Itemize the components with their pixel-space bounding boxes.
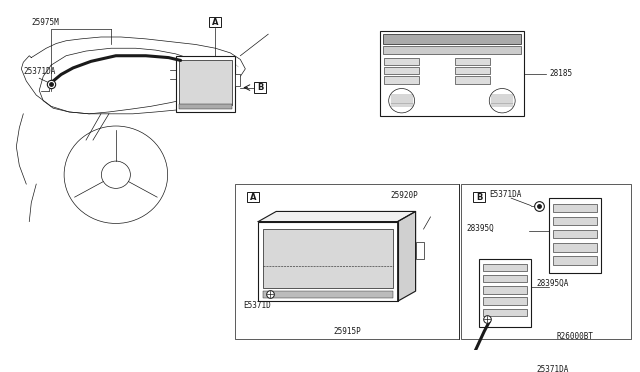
Bar bbox=[483, 298, 527, 305]
Bar bbox=[553, 204, 596, 212]
Text: 28185: 28185 bbox=[549, 69, 572, 78]
Bar bbox=[383, 34, 521, 44]
Text: B: B bbox=[257, 83, 264, 92]
Text: 25371DA: 25371DA bbox=[536, 365, 568, 372]
Bar bbox=[483, 286, 527, 294]
Bar bbox=[456, 67, 490, 74]
Bar bbox=[259, 222, 397, 301]
Bar bbox=[456, 58, 490, 65]
Bar bbox=[263, 291, 393, 298]
Bar bbox=[483, 309, 527, 316]
Text: A: A bbox=[250, 193, 257, 202]
Bar bbox=[415, 242, 424, 259]
Bar bbox=[553, 256, 596, 264]
Bar bbox=[175, 56, 236, 112]
Text: E5371D: E5371D bbox=[243, 301, 271, 310]
Text: E5371DA: E5371DA bbox=[489, 190, 522, 199]
Bar bbox=[236, 184, 460, 339]
Text: B: B bbox=[476, 193, 483, 202]
Bar bbox=[461, 184, 630, 339]
Bar bbox=[553, 243, 596, 251]
Bar bbox=[479, 259, 531, 327]
Bar bbox=[474, 192, 485, 202]
Text: R26000BT: R26000BT bbox=[557, 332, 594, 341]
Bar bbox=[263, 229, 393, 288]
Bar bbox=[483, 275, 527, 282]
Text: A: A bbox=[212, 17, 219, 26]
Bar bbox=[179, 105, 232, 109]
Bar bbox=[247, 192, 259, 202]
Bar bbox=[384, 76, 419, 84]
Polygon shape bbox=[259, 211, 415, 222]
Bar bbox=[383, 46, 521, 54]
Text: 25915P: 25915P bbox=[333, 327, 361, 336]
Bar bbox=[254, 83, 266, 93]
Text: 25920P: 25920P bbox=[391, 191, 419, 200]
Polygon shape bbox=[397, 211, 415, 301]
Bar bbox=[236, 74, 241, 86]
Bar bbox=[384, 67, 419, 74]
Text: 28395Q: 28395Q bbox=[467, 224, 494, 232]
Bar bbox=[456, 76, 490, 84]
Bar bbox=[553, 217, 596, 225]
Text: 28395QA: 28395QA bbox=[536, 279, 568, 288]
Text: 25371DA: 25371DA bbox=[23, 67, 56, 76]
Bar bbox=[549, 198, 601, 273]
Bar bbox=[553, 230, 596, 238]
Bar bbox=[209, 17, 221, 27]
Bar bbox=[380, 31, 524, 116]
Text: 25975M: 25975M bbox=[31, 17, 59, 26]
Bar bbox=[179, 60, 232, 105]
Bar bbox=[384, 58, 419, 65]
Bar bbox=[483, 264, 527, 271]
